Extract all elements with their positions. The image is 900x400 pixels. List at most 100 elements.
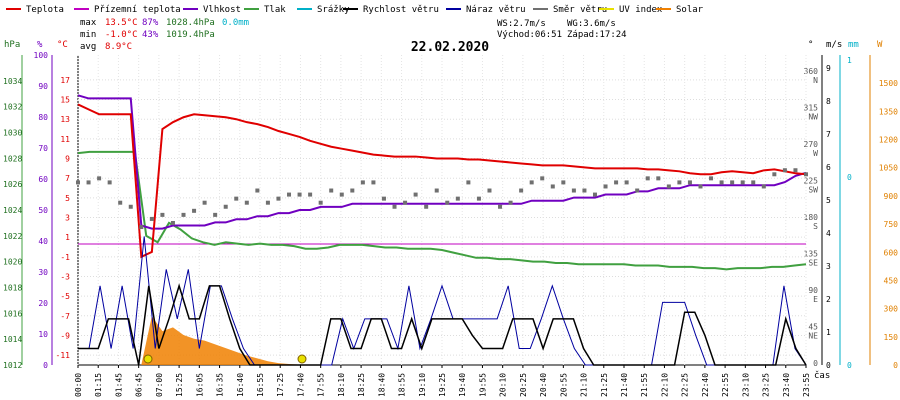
- legend-label-1: Přízemní teplota: [94, 5, 181, 15]
- x-tick-label: 19:25: [438, 373, 447, 397]
- wind-gust-line: [78, 236, 807, 366]
- dir-tick-label: 225: [804, 176, 819, 185]
- x-tick-label: 23:10: [741, 373, 750, 397]
- legend-label-0: Teplota: [26, 5, 64, 15]
- wind-direction-point: [149, 216, 154, 221]
- press-tick-label: 1034: [3, 77, 22, 86]
- wind-direction-point: [687, 180, 692, 185]
- x-tick-label: 23:25: [762, 373, 771, 397]
- wind-direction-point: [76, 180, 80, 185]
- solar-tick-label: 300: [884, 305, 899, 314]
- press-tick-label: 1022: [3, 232, 22, 241]
- solar-tick-label: 600: [884, 248, 899, 257]
- x-tick-label: 16:05: [195, 373, 204, 397]
- temp-tick-label: 15: [60, 96, 70, 105]
- wind-speed-line: [78, 283, 807, 366]
- stats-block: max 13.5°C 87% 1028.4hPa 0.0mm min -1.0°…: [80, 18, 627, 52]
- wind-direction-point: [160, 212, 165, 217]
- wind-direction-point: [761, 184, 766, 189]
- wind-tick-label: 0: [826, 361, 831, 370]
- dir-tick-name: NE: [808, 331, 818, 340]
- hum-tick-label: 100: [34, 51, 49, 60]
- wind-direction-point: [413, 192, 418, 197]
- legend-label-5: Rychlost větru: [363, 5, 439, 15]
- x-tick-label: 18:25: [357, 373, 366, 397]
- temp-tick-label: 1: [65, 233, 70, 242]
- wind-direction-point: [666, 184, 671, 189]
- rain-unit: mm: [848, 40, 859, 50]
- solar-unit: W: [877, 40, 883, 50]
- stats-max-hum: 87%: [142, 18, 159, 28]
- wind-direction-point: [403, 200, 408, 205]
- press-tick-label: 1016: [3, 309, 22, 318]
- wind-direction-point: [371, 180, 376, 185]
- wind-direction-point: [772, 172, 777, 177]
- stats-min-press: 1019.4hPa: [166, 30, 215, 40]
- stats-min-hum: 43%: [142, 30, 159, 40]
- info-sunset: Západ:17:24: [567, 30, 627, 40]
- wind-direction-point: [498, 204, 503, 209]
- wind-direction-point: [318, 200, 323, 205]
- wind-direction-point: [677, 180, 682, 185]
- temp-tick-label: -1: [60, 253, 70, 262]
- x-tick-label: 21:25: [600, 373, 609, 397]
- wind-direction-point: [170, 220, 175, 225]
- x-tick-label: 16:40: [236, 373, 245, 397]
- wind-direction-point: [192, 208, 197, 213]
- x-tick-label: 18:40: [377, 373, 386, 397]
- wind-direction-point: [751, 180, 756, 185]
- wind-tick-label: 4: [826, 229, 831, 238]
- press-tick-label: 1028: [3, 154, 22, 163]
- wind-direction-point: [466, 180, 471, 185]
- solar-tick-label: 1500: [879, 79, 898, 88]
- wind-tick-label: 9: [826, 64, 831, 73]
- hum-tick-label: 70: [38, 144, 48, 153]
- plot-area: [76, 94, 808, 366]
- temp-tick-label: 9: [65, 155, 70, 164]
- wind-direction-point: [445, 200, 450, 205]
- wind-direction-point: [540, 176, 545, 181]
- wind-direction-point: [234, 196, 239, 201]
- x-tick-label: 21:55: [640, 373, 649, 397]
- dir-tick-label: 180: [804, 213, 819, 222]
- solar-tick-label: 0: [893, 361, 898, 370]
- wind-direction-point: [107, 180, 112, 185]
- wind-direction-point: [740, 180, 745, 185]
- hum-tick-label: 50: [38, 206, 48, 215]
- dir-tick-name: NW: [808, 112, 818, 121]
- wind-direction-point: [719, 180, 724, 185]
- dir-tick-label: 315: [804, 103, 819, 112]
- stats-min-temp: -1.0°C: [105, 30, 138, 40]
- legend-label-3: Tlak: [264, 5, 286, 15]
- wind-unit: m/s: [826, 40, 842, 50]
- press-tick-label: 1018: [3, 284, 22, 293]
- wind-direction-point: [339, 192, 344, 197]
- x-tick-label: 20:25: [519, 373, 528, 397]
- solar-tick-label: 1350: [879, 107, 898, 116]
- wind-direction-point: [97, 176, 102, 181]
- legend-label-4: Srážky: [317, 5, 350, 15]
- wind-direction-point: [86, 180, 91, 185]
- press-unit: hPa: [4, 40, 20, 50]
- wind-direction-point: [308, 192, 313, 197]
- wind-direction-point: [276, 196, 281, 201]
- x-tick-label: 22:25: [681, 373, 690, 397]
- wind-direction-point: [709, 176, 714, 181]
- wind-direction-point: [603, 184, 608, 189]
- stats-max-press: 1028.4hPa: [166, 18, 215, 28]
- solar-tick-label: 450: [884, 276, 899, 285]
- press-tick-label: 1012: [3, 361, 22, 370]
- x-tick-label: 18:55: [398, 373, 407, 397]
- x-tick-label: 16:35: [216, 373, 225, 397]
- hum-tick-label: 90: [38, 82, 48, 91]
- x-tick-label: 22:55: [721, 373, 730, 397]
- wind-tick-label: 7: [826, 130, 831, 139]
- x-tick-label: 19:55: [478, 373, 487, 397]
- temp-tick-label: -11: [56, 351, 71, 360]
- x-tick-label: 22:10: [660, 373, 669, 397]
- humidity-line: [77, 94, 807, 230]
- hum-tick-label: 20: [38, 299, 48, 308]
- press-tick-label: 1032: [3, 103, 22, 112]
- wind-direction-point: [287, 192, 292, 197]
- hum-tick-label: 60: [38, 175, 48, 184]
